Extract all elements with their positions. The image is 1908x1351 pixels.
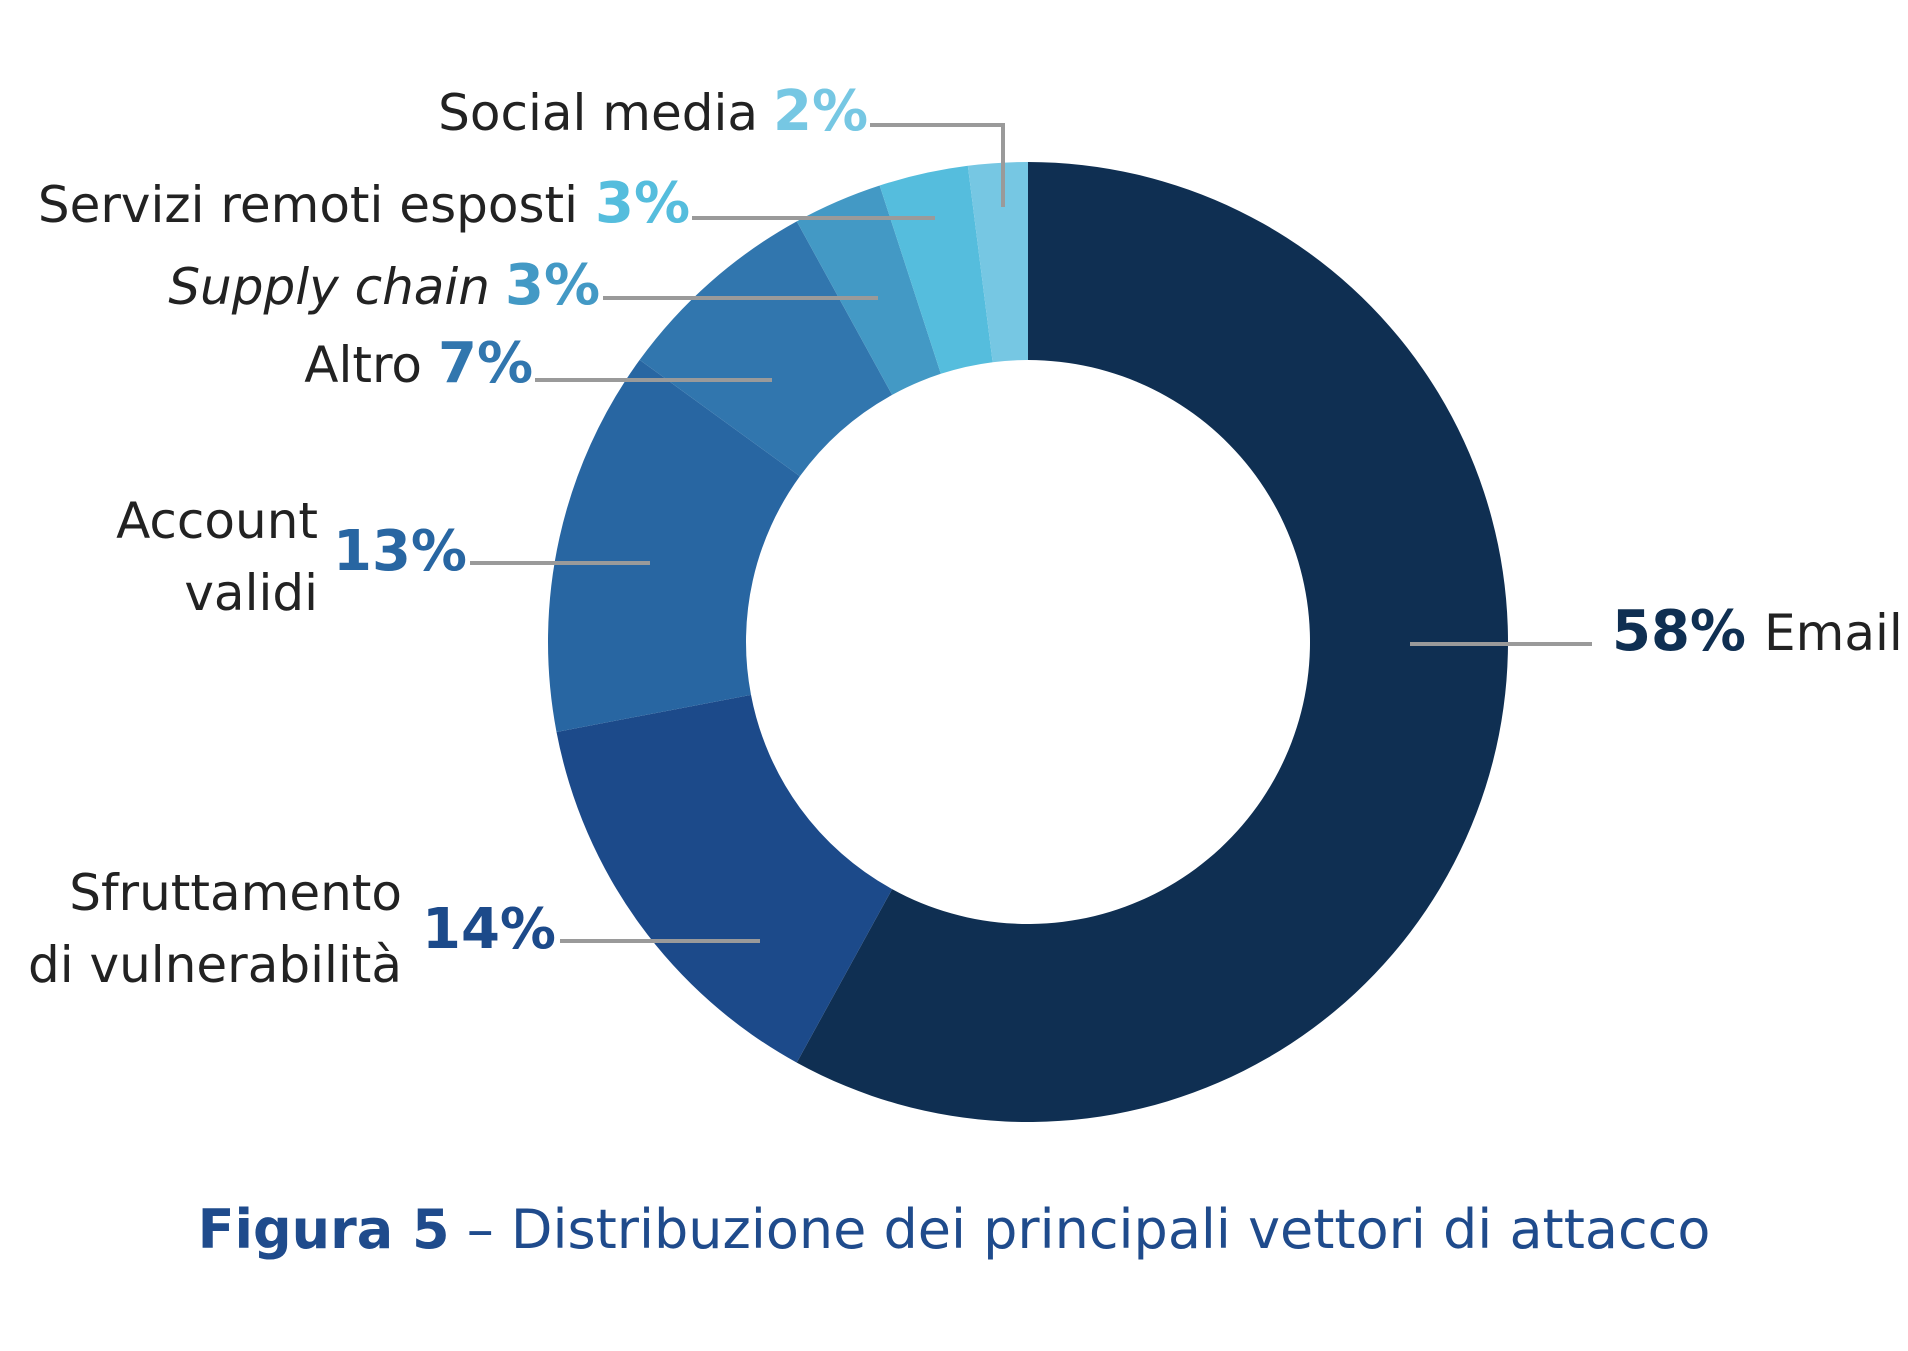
caption-separator: – <box>449 1198 511 1261</box>
slice-account-validi <box>547 359 800 732</box>
leader-social-media <box>870 123 1005 207</box>
slice-social-media <box>967 162 1028 363</box>
category-label-supply-chain: Supply chain <box>168 258 490 316</box>
slice-labels: 58% Email Sfruttamento di vulnerabilità 14% A… <box>28 79 1903 994</box>
value-label-email: 58% <box>1612 599 1746 664</box>
category-label-account-validi: Account validi <box>116 492 318 622</box>
value-label-altro: 7% <box>438 331 533 396</box>
label-email: 58% Email <box>1612 599 1903 664</box>
category-label-social-media: Social media <box>438 84 758 142</box>
slice-sfruttamento-di-vulnerabilita <box>556 694 893 1063</box>
figure-caption: Figura 5 – Distribuzione dei principali … <box>0 1198 1908 1261</box>
value-label-account-validi: 13% <box>333 519 467 584</box>
slice-email <box>796 162 1508 1122</box>
value-label-sfruttamento-di-vulnerabilita: 14% <box>422 897 556 962</box>
category-label-email: Email <box>1764 604 1903 662</box>
slice-supply-chain <box>796 185 941 395</box>
slice-altro <box>639 221 893 477</box>
category-label-servizi-remoti-esposti: Servizi remoti esposti <box>38 176 578 234</box>
donut-slices <box>547 162 1508 1122</box>
category-label-sfruttamento-di-vulnerabilita: Sfruttamento di vulnerabilità <box>28 864 402 994</box>
leader-lines <box>470 123 1592 943</box>
value-label-servizi-remoti-esposti: 3% <box>595 171 690 236</box>
category-label-altro: Altro <box>304 336 422 394</box>
value-label-supply-chain: 3% <box>505 253 600 318</box>
value-label-social-media: 2% <box>773 79 868 144</box>
figure-number: Figura 5 <box>197 1198 450 1261</box>
caption-text: Distribuzione dei principali vettori di … <box>510 1198 1711 1261</box>
